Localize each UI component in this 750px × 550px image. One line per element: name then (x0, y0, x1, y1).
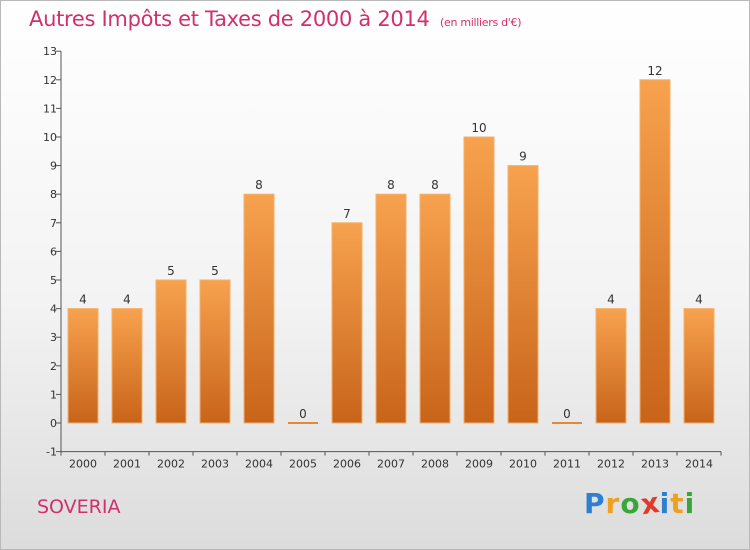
x-tick-label: 2014 (685, 458, 713, 471)
x-tick-label: 2002 (157, 458, 185, 471)
value-label: 10 (471, 121, 486, 135)
y-tick-label: 0 (50, 417, 57, 430)
bar (331, 222, 363, 424)
x-tick-label: 2013 (641, 458, 669, 471)
bar (375, 193, 407, 424)
x-tick-label: 2000 (69, 458, 97, 471)
y-tick-label: 13 (43, 45, 57, 58)
value-label: 0 (299, 407, 307, 421)
bar (639, 79, 671, 424)
bar (199, 279, 231, 424)
bar (683, 308, 715, 424)
y-tick-label: 12 (43, 74, 57, 87)
bars (67, 79, 715, 424)
y-tick-label: 9 (50, 160, 57, 173)
bar (552, 422, 582, 424)
proxiti-logo: Proxiti (584, 485, 696, 522)
place-name: SOVERIA (37, 496, 121, 518)
bar (288, 422, 318, 424)
logo-letter: i (659, 487, 671, 520)
value-label: 4 (607, 293, 615, 307)
logo-letter: x (638, 485, 662, 522)
value-label: 9 (519, 150, 527, 164)
bar (243, 193, 275, 424)
y-tick-label: 4 (50, 303, 57, 316)
bar (419, 193, 451, 424)
y-tick-label: 5 (50, 274, 57, 287)
x-tick-label: 2007 (377, 458, 405, 471)
chart-subtitle: (en milliers d'€) (440, 16, 522, 29)
value-label: 7 (343, 207, 351, 221)
logo-letter: P (584, 487, 606, 520)
y-tick-label: 8 (50, 188, 57, 201)
x-tick-label: 2005 (289, 458, 317, 471)
logo-letter: r (605, 487, 621, 520)
bar (463, 136, 495, 424)
x-tick-label: 2004 (245, 458, 273, 471)
x-tick-label: 2008 (421, 458, 449, 471)
bar (595, 308, 627, 424)
value-label: 4 (123, 293, 131, 307)
y-tick-label: 6 (50, 245, 57, 258)
y-tick-label: 11 (43, 102, 57, 115)
bar (507, 165, 539, 424)
value-label: 5 (167, 264, 175, 278)
value-labels: 4 4 5 5 8 0 7 8 8 10 9 0 4 12 4 (79, 64, 703, 421)
value-label: 8 (255, 178, 263, 192)
x-tick-label: 2010 (509, 458, 537, 471)
logo-letter: o (620, 487, 641, 520)
x-tick-label: 2012 (597, 458, 625, 471)
x-tick-label: 2001 (113, 458, 141, 471)
value-label: 8 (387, 178, 395, 192)
chart-title-text: Autres Impôts et Taxes de 2000 à 2014 (29, 7, 430, 31)
logo-letter: t (670, 487, 685, 520)
y-tick-label: 10 (43, 131, 57, 144)
value-label: 12 (647, 64, 662, 78)
bar (155, 279, 187, 424)
y-tick-label: -1 (46, 446, 57, 459)
value-label: 8 (431, 178, 439, 192)
bar (67, 308, 99, 424)
y-tick-label: 3 (50, 331, 57, 344)
y-tick-label: 2 (50, 360, 57, 373)
x-tick-label: 2009 (465, 458, 493, 471)
chart-title: Autres Impôts et Taxes de 2000 à 2014 (e… (29, 7, 521, 31)
value-label: 5 (211, 264, 219, 278)
y-tick-label: 7 (50, 217, 57, 230)
value-label: 0 (563, 407, 571, 421)
x-tick-label: 2006 (333, 458, 361, 471)
bar (111, 308, 143, 424)
y-tick-label: 1 (50, 388, 57, 401)
value-label: 4 (79, 293, 87, 307)
x-tick-label: 2003 (201, 458, 229, 471)
x-tick-label: 2011 (553, 458, 581, 471)
logo-letter: i (684, 487, 696, 520)
value-label: 4 (695, 293, 703, 307)
